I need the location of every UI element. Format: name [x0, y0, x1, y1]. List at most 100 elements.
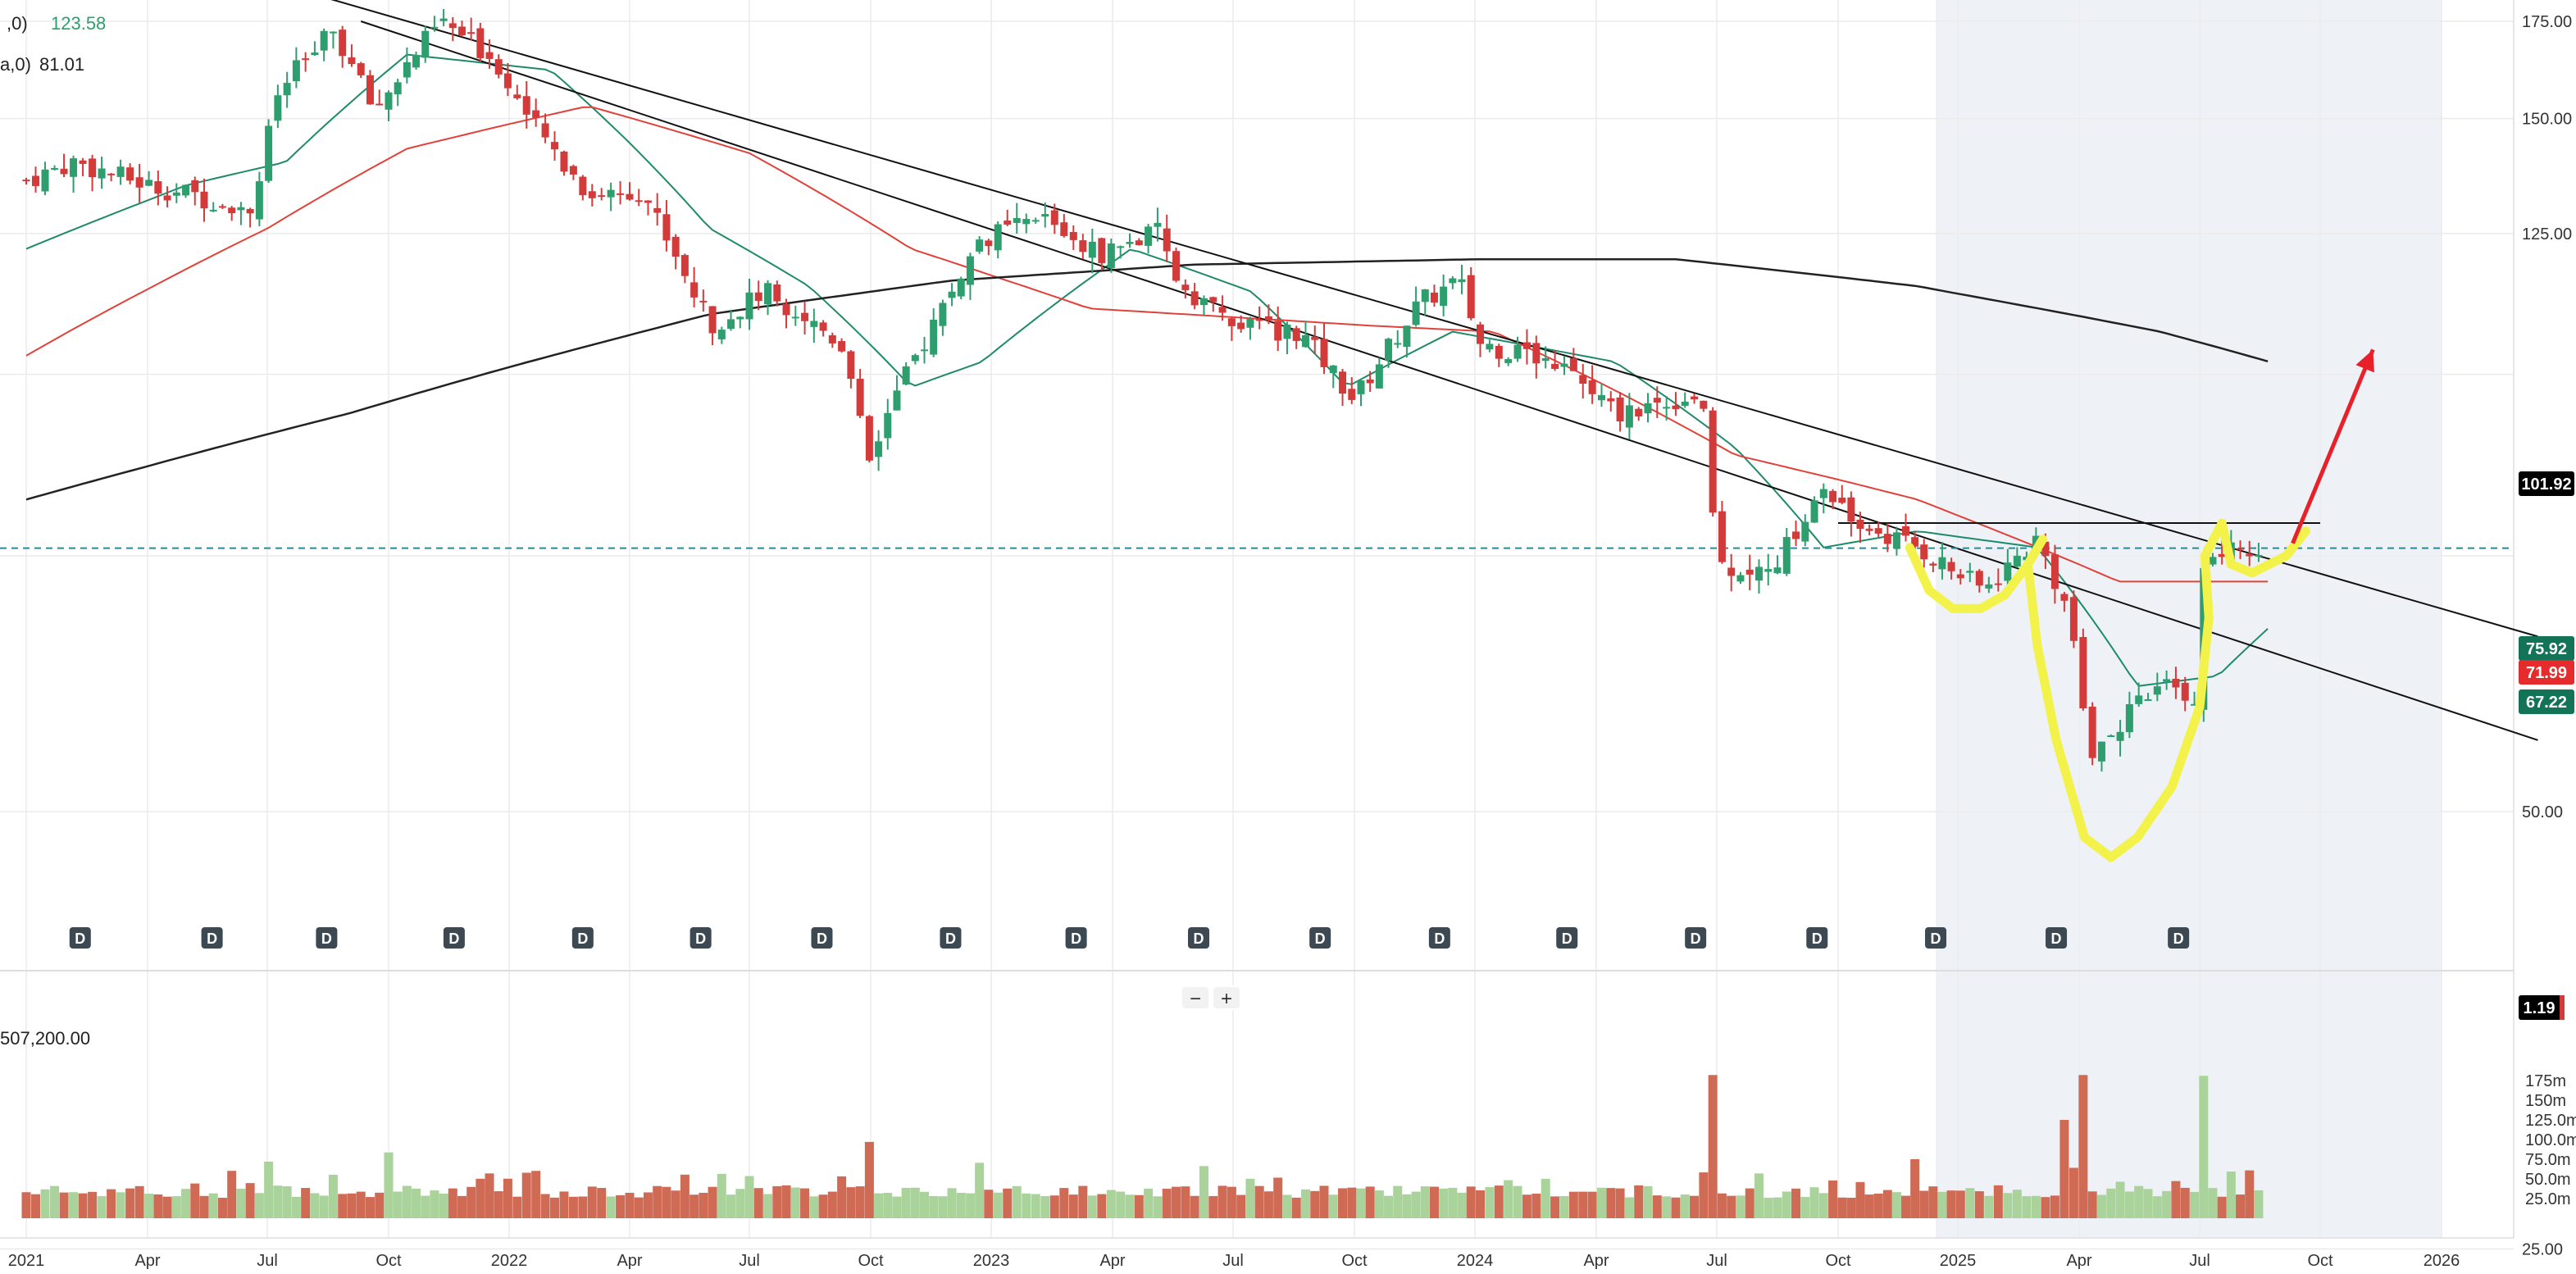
volume-bar	[375, 1192, 385, 1218]
cup-and-handle-highlight	[1905, 518, 2310, 862]
candle-body	[246, 208, 254, 214]
x-tick-label: Apr	[134, 1252, 160, 1270]
candle-body	[218, 206, 226, 208]
x-tick-label: Apr	[2066, 1252, 2091, 1270]
dividend-marker[interactable]: D	[443, 927, 465, 949]
volume-bar	[625, 1192, 635, 1218]
dividend-marker[interactable]: D	[1188, 927, 1209, 949]
volume-bar	[69, 1192, 79, 1218]
dividend-marker[interactable]: D	[1309, 927, 1331, 949]
candle-body	[856, 379, 864, 416]
dividend-marker-box	[1065, 927, 1087, 949]
volume-bar	[2180, 1187, 2190, 1218]
volume-bar	[1800, 1197, 1810, 1218]
zoom-in-button[interactable]	[1213, 987, 1240, 1008]
dividend-marker[interactable]: D	[1806, 927, 1828, 949]
volume-bar	[559, 1191, 569, 1218]
volume-bar	[1919, 1190, 1929, 1218]
dividend-marker[interactable]: D	[940, 927, 962, 949]
dividend-marker[interactable]: D	[69, 927, 91, 949]
candle-body	[1069, 231, 1077, 240]
ma-200-line	[25, 258, 2269, 501]
volume-bar	[1254, 1185, 1264, 1218]
volume-bar	[753, 1188, 763, 1218]
candle-body	[736, 316, 744, 320]
dividend-marker[interactable]: D	[1428, 927, 1450, 949]
candle-body	[1154, 222, 1162, 227]
dividend-marker-label: D	[1071, 930, 1081, 947]
dividend-marker[interactable]: D	[1925, 927, 1947, 949]
x-tick-label: 2024	[1457, 1252, 1494, 1270]
candle-body	[283, 83, 291, 96]
trendline-1[interactable]	[228, 0, 2538, 638]
dividend-marker[interactable]: D	[2168, 927, 2190, 949]
volume-bar	[319, 1195, 329, 1218]
dividend-marker[interactable]: D	[811, 927, 833, 949]
price-badge-text: 75.92	[2526, 640, 2567, 658]
candle-body	[1218, 307, 1227, 313]
volume-bar	[40, 1189, 50, 1218]
x-tick-label: Apr	[1583, 1252, 1609, 1270]
gridlines	[0, 0, 2515, 1250]
dividend-marker[interactable]: D	[2046, 927, 2068, 949]
trendline-2[interactable]	[360, 20, 2538, 741]
volume-bar	[1680, 1194, 1690, 1218]
volume-bar	[1882, 1190, 1892, 1218]
dividend-marker[interactable]: D	[316, 927, 338, 949]
dividend-marker[interactable]: D	[690, 927, 712, 949]
volume-bar	[2162, 1190, 2172, 1218]
price-tick-label: 175.00	[2522, 13, 2572, 31]
candle-body	[1745, 569, 1754, 575]
highlighted-period-shade	[1936, 0, 2442, 1238]
volume-bar	[550, 1197, 560, 1218]
volume-bar	[1652, 1195, 1662, 1218]
candle-body	[579, 176, 587, 196]
candle-body	[2116, 731, 2124, 741]
volume-tick-label: 25.0m	[2525, 1190, 2571, 1208]
volume-bar	[1809, 1187, 1819, 1218]
x-tick-label: Oct	[375, 1252, 402, 1270]
candle-body	[1421, 289, 1429, 303]
candle-body	[1366, 379, 1374, 384]
candle-body	[1994, 583, 2002, 585]
x-tick-label: Oct	[858, 1252, 884, 1270]
dividend-marker[interactable]: D	[1685, 927, 1707, 949]
x-tick-label: Oct	[1825, 1252, 1851, 1270]
dividend-marker[interactable]: D	[201, 927, 223, 949]
volume-bar	[1328, 1194, 1338, 1218]
candle-body	[274, 95, 282, 121]
trendlines[interactable]	[228, 0, 2538, 741]
dividend-marker[interactable]: D	[571, 927, 594, 949]
candle-body	[1004, 220, 1012, 225]
x-tick-label: Oct	[1341, 1252, 1368, 1270]
dividend-marker[interactable]: D	[1556, 927, 1578, 949]
dividend-marker-box	[1685, 927, 1707, 949]
volume-bar	[1384, 1195, 1394, 1218]
candle-body	[680, 255, 689, 276]
volume-bar	[993, 1192, 1003, 1218]
dividend-marker[interactable]: D	[1065, 927, 1087, 949]
volume-badge: 1.19	[2519, 995, 2565, 1020]
candle-body	[1311, 336, 1319, 340]
candle-body	[1718, 511, 1726, 562]
candle-body	[635, 200, 643, 202]
candle-body	[51, 167, 59, 170]
volume-bar	[1356, 1188, 1366, 1218]
volume-bar	[744, 1176, 754, 1218]
candle-body	[135, 177, 143, 188]
volume-bar	[1965, 1188, 1975, 1218]
volume-bar	[1624, 1197, 1634, 1218]
candle-body	[1847, 497, 1855, 522]
candle-body	[41, 169, 49, 192]
volume-bar	[2022, 1196, 2032, 1218]
candle-body	[366, 75, 374, 105]
volume-bar	[365, 1197, 375, 1218]
price-badge: 101.92	[2519, 471, 2574, 496]
volume-bar	[1531, 1193, 1541, 1218]
volume-bar	[1615, 1188, 1625, 1218]
candle-body	[448, 23, 457, 29]
volume-bar	[1263, 1191, 1273, 1218]
zoom-out-button[interactable]	[1182, 987, 1208, 1008]
